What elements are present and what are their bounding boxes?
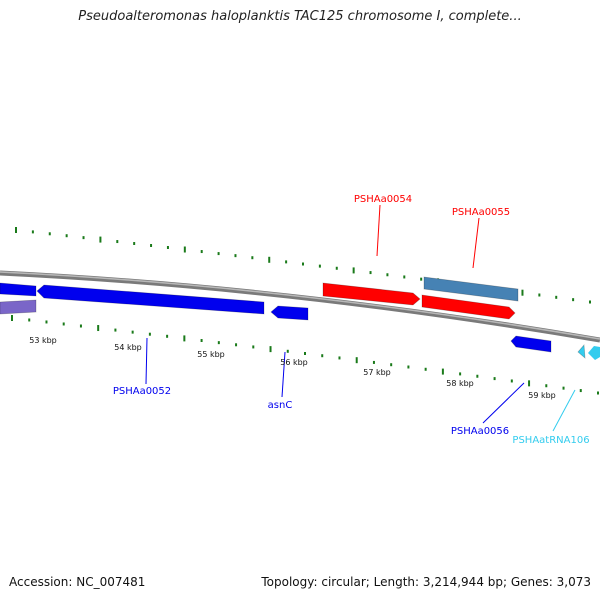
feature-f-purple[interactable] xyxy=(0,300,36,314)
feature-pshaatrna106[interactable] xyxy=(578,345,585,358)
topology-summary: Topology: circular; Length: 3,214,944 bp… xyxy=(261,575,591,589)
feature-trna-extra[interactable] xyxy=(588,346,600,360)
feature-f-blue-left[interactable] xyxy=(0,283,36,296)
label-pshaa0054[interactable]: PSHAa0054 xyxy=(354,194,412,205)
scale-label: 58 kbp xyxy=(446,379,474,388)
label-pshaa0055[interactable]: PSHAa0055 xyxy=(452,207,510,218)
leader-pshaa0056 xyxy=(483,383,524,423)
scale-label: 55 kbp xyxy=(197,350,225,359)
scale-labels: 53 kbp 54 kbp 55 kbp 56 kbp 57 kbp 58 kbp 59 k… xyxy=(29,336,556,400)
leader-pshaa0055 xyxy=(473,218,479,268)
label-leaders xyxy=(146,205,575,431)
label-asnc[interactable]: asnC xyxy=(268,400,293,411)
leader-pshaa0052 xyxy=(146,338,147,384)
genome-map[interactable]: PSHAa0054 PSHAa0055 PSHAa0052 asnC PSHAa0056… xyxy=(0,0,600,600)
gene-features[interactable] xyxy=(0,277,600,360)
leader-pshaatrna106 xyxy=(553,390,575,431)
scale-label: 56 kbp xyxy=(280,358,308,367)
scale-label: 54 kbp xyxy=(114,343,142,352)
feature-labels: PSHAa0054 PSHAa0055 PSHAa0052 asnC PSHAa0056… xyxy=(113,194,590,446)
label-pshaa0052[interactable]: PSHAa0052 xyxy=(113,386,171,397)
leader-pshaa0054 xyxy=(377,205,380,256)
label-pshaa0056[interactable]: PSHAa0056 xyxy=(451,426,509,437)
scale-label: 59 kbp xyxy=(528,391,556,400)
scale-label: 53 kbp xyxy=(29,336,57,345)
accession-text: Accession: NC_007481 xyxy=(9,575,145,589)
feature-pshaa0056[interactable] xyxy=(511,336,551,352)
feature-asnc[interactable] xyxy=(271,306,308,320)
chromosome-backbone xyxy=(0,272,600,340)
scale-label: 57 kbp xyxy=(363,368,391,377)
label-pshaatrna106[interactable]: PSHAatRNA106 xyxy=(512,435,589,446)
